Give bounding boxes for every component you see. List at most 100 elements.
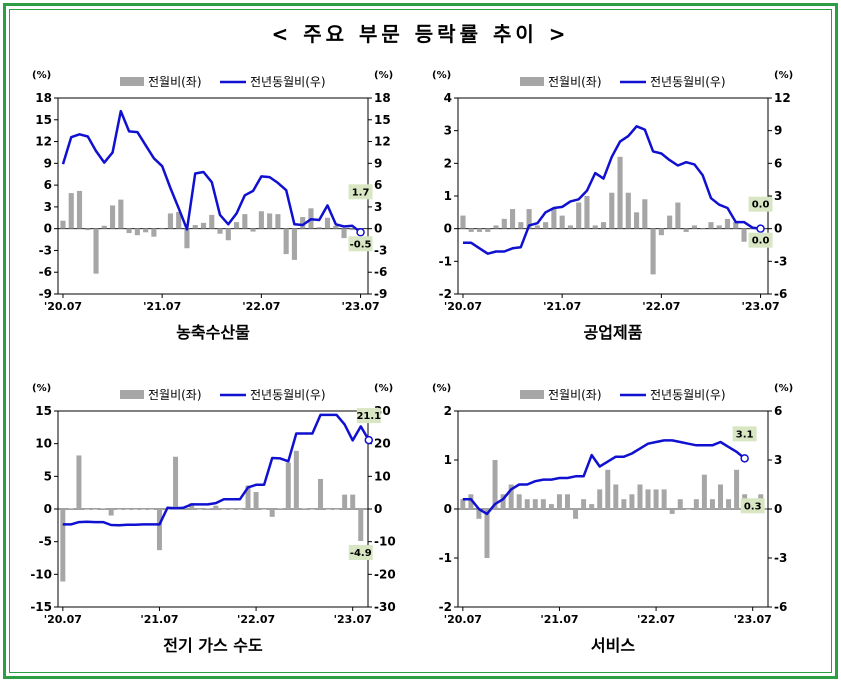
x-tick-label: '22.07: [637, 613, 675, 626]
yoy-line: [463, 125, 761, 255]
bar: [156, 509, 162, 551]
unit-left: (%): [432, 70, 451, 81]
bar: [709, 499, 715, 509]
y2-tick-label: -3: [774, 254, 787, 268]
x-tick-label: '20.07: [444, 300, 482, 313]
y2-tick-label: -6: [774, 600, 787, 614]
bar: [565, 494, 571, 509]
bar: [617, 156, 623, 229]
bar: [605, 469, 611, 509]
bar: [269, 509, 275, 517]
bar: [100, 508, 106, 509]
data-label-bg: [348, 545, 373, 561]
bar: [658, 228, 664, 236]
y-tick-label: -6: [39, 265, 52, 279]
bar: [293, 450, 299, 509]
y-tick-label: 2: [444, 156, 452, 170]
data-label-bg: [748, 232, 773, 248]
bar: [217, 228, 223, 234]
bar: [189, 503, 195, 509]
bar: [253, 492, 259, 509]
bar: [333, 225, 339, 229]
x-tick-label: '23.07: [741, 300, 779, 313]
bar: [301, 508, 307, 509]
bar: [524, 499, 530, 509]
bar: [476, 228, 483, 232]
bar: [60, 509, 66, 582]
bar: [124, 509, 130, 510]
bar: [637, 484, 643, 509]
bar: [291, 228, 297, 260]
bar: [229, 509, 235, 510]
bar: [221, 509, 227, 510]
legend-bar-swatch: [520, 390, 544, 399]
y2-tick-label: 0: [374, 502, 382, 516]
bar: [93, 228, 99, 274]
bar: [509, 209, 516, 229]
bar: [749, 228, 755, 230]
bar: [184, 228, 190, 249]
x-tick-label: '20.07: [444, 613, 482, 626]
y2-tick-label: 10: [374, 469, 391, 483]
bar: [485, 228, 491, 232]
unit-right: (%): [374, 383, 393, 394]
y2-tick-label: 15: [374, 113, 391, 127]
line-end-marker: [364, 435, 374, 445]
legend-bar-label: 전월비(좌): [148, 388, 202, 402]
bar: [167, 213, 173, 229]
unit-left: (%): [32, 70, 51, 81]
y-tick-label: 10: [35, 437, 52, 451]
bar: [85, 228, 91, 231]
bar: [173, 456, 179, 509]
y2-tick-label: 12: [774, 91, 791, 105]
bar: [716, 225, 722, 229]
y-tick-label: -2: [439, 287, 452, 301]
bar: [261, 509, 267, 510]
unit-right: (%): [374, 70, 393, 81]
bar: [151, 228, 157, 237]
bar: [534, 225, 540, 229]
y2-tick-label: 6: [374, 178, 382, 192]
y-tick-label: 9: [44, 156, 52, 170]
bar: [700, 228, 706, 230]
y-tick-label: 15: [35, 113, 52, 127]
unit-left: (%): [32, 383, 51, 394]
bar: [691, 225, 697, 229]
bar: [283, 228, 289, 255]
bar: [661, 489, 667, 509]
bar: [205, 508, 211, 509]
bar: [708, 222, 714, 229]
bar: [68, 508, 74, 509]
bar: [733, 222, 739, 229]
data-label: 0.0: [752, 236, 770, 247]
bar: [192, 225, 198, 229]
x-tick-label: '23.07: [341, 300, 379, 313]
bar: [209, 214, 215, 229]
y-tick-label: 1: [444, 453, 452, 467]
legend-bar-label: 전월비(좌): [548, 388, 602, 402]
x-tick-label: '21.07: [143, 300, 181, 313]
bar: [621, 499, 627, 509]
legend-bar-label: 전월비(좌): [548, 75, 602, 89]
bar: [109, 205, 116, 229]
bar: [176, 211, 182, 229]
bar: [242, 214, 248, 229]
bar: [213, 505, 219, 509]
y2-tick-label: 20: [374, 437, 391, 451]
data-label-bg: [740, 498, 765, 514]
y-tick-label: 3: [444, 124, 452, 138]
line-end-marker: [756, 224, 765, 233]
y2-tick-label: -6: [774, 287, 787, 301]
bar: [275, 214, 281, 229]
bar: [633, 212, 640, 229]
bar: [556, 494, 562, 509]
bar: [76, 190, 83, 229]
legend-line-label: 전년동월비(우): [650, 388, 726, 402]
bar: [341, 228, 347, 239]
data-label: 0.0: [752, 200, 770, 211]
bar: [567, 225, 573, 229]
unit-left: (%): [432, 383, 451, 394]
chart-agro-fishery: (%) (%) 전월비(좌) 전년동월비(우) -9 -6 -3 0 3 6 9 12 15 18 -9 -6…: [32, 70, 393, 342]
bar: [324, 217, 331, 229]
data-label: 0.3: [744, 501, 762, 512]
